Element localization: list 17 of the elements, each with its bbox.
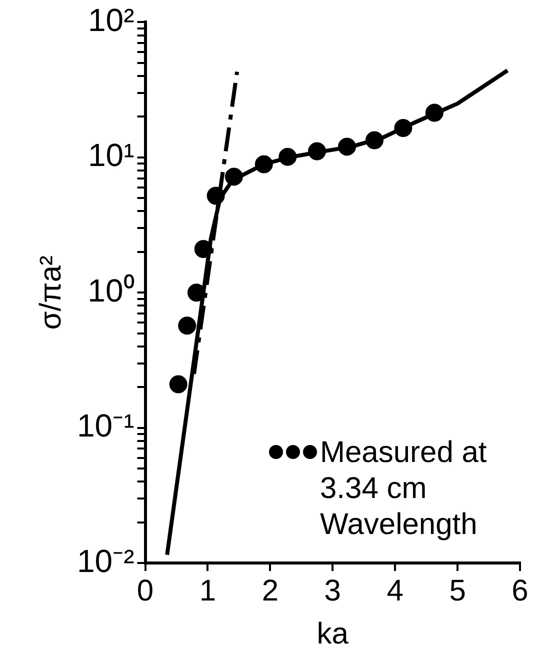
y-tick-label: 10⁰ xyxy=(88,272,134,308)
x-axis-title: ka xyxy=(316,617,349,650)
x-tick-label: 4 xyxy=(386,574,404,608)
point xyxy=(178,316,196,335)
x-tick-label: 5 xyxy=(449,574,466,608)
legend-label: Measured at 3.34 cm Wavelength xyxy=(320,435,488,543)
x-tick-label: 6 xyxy=(512,574,528,608)
y-tick-label: 10² xyxy=(88,2,135,38)
y-axis-title: σ/πa² xyxy=(34,255,68,330)
x-tick-label: 1 xyxy=(199,574,216,608)
x-tick-label: 2 xyxy=(262,574,279,608)
x-tick-label: 0 xyxy=(136,574,154,608)
point xyxy=(169,375,188,394)
y-tick-label: 10¹ xyxy=(88,137,134,174)
y-tick-label: 10⁻¹ xyxy=(77,408,134,444)
x-tick-label: 3 xyxy=(324,574,341,608)
y-tick-label: 10⁻² xyxy=(77,542,135,579)
